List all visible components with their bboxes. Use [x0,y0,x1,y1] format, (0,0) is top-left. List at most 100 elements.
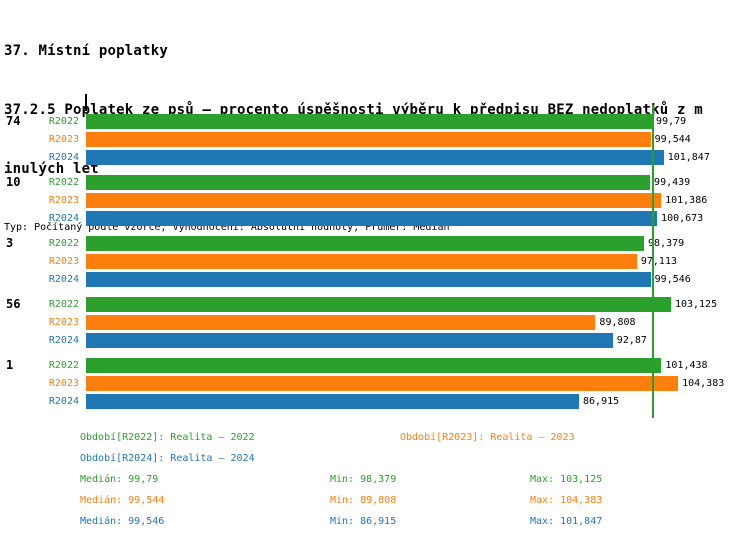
bar-group: 1 R2022 101,438 R2023 104,383 R2024 86,915 [0,356,744,410]
bar-row: R2023 104,383 [0,374,744,392]
bar-value-label: 92,87 [616,334,647,346]
bar [86,149,664,165]
legend-row-2: Období[R2024]: Realita – 2024 [80,450,744,471]
report-meta: Typ: Počítaný podle vzorce, Vyhodnocení:… [4,222,450,233]
series-label: R2024 [48,334,79,346]
bar [86,210,658,226]
series-label: R2024 [48,273,79,285]
bar-group: 10 R2022 99,439 R2023 101,386 R2024 100,673 [0,173,744,227]
legend-row-1: Období[R2022]: Realita – 2022 Období[R20… [80,429,744,450]
series-label: R2024 [48,212,79,224]
stat-min-r2023: Min: 89,808 [330,495,397,506]
bar-track: 89,808 [86,313,744,331]
group-label: 3 [6,236,14,250]
bar-group: 74 R2022 99,79 R2023 99,544 R2024 101,847 [0,112,744,166]
series-label: R2022 [48,115,79,127]
bar [86,357,662,373]
bar-track: 86,915 [86,392,744,410]
legend-r2022: Období[R2022]: Realita – 2022 [80,432,255,443]
report-title-line3: inulých let [4,161,99,177]
series-label: R2023 [48,377,79,389]
bar [86,296,671,312]
bar [86,235,645,251]
bar-value-label: 98,379 [648,237,685,249]
bar-value-label: 101,847 [667,151,710,163]
bar-row: R2023 101,386 [0,191,744,209]
bar [86,253,637,269]
series-label: R2023 [48,255,79,267]
group-label: 56 [6,297,21,311]
series-label: R2023 [48,316,79,328]
bar-row: 74 R2022 99,79 [0,112,744,130]
group-label: 10 [6,175,21,189]
bar-value-label: 89,808 [599,316,636,328]
bar-row: R2023 89,808 [0,313,744,331]
bar-track: 92,87 [86,331,744,349]
bar [86,393,580,409]
bar [86,113,653,129]
stat-median-r2023: Medián: 99,544 [80,495,165,506]
stat-max-r2024: Max: 101,847 [530,516,603,527]
series-label: R2022 [48,359,79,371]
bar-row: 56 R2022 103,125 [0,295,744,313]
bar-group: 56 R2022 103,125 R2023 89,808 R2024 92,87 [0,295,744,349]
bar-chart: 74 R2022 99,79 R2023 99,544 R2024 101,847 10 R20… [0,105,744,418]
bar-row: R2023 97,113 [0,252,744,270]
bar-row: R2024 100,673 [0,209,744,227]
chart-groups: 74 R2022 99,79 R2023 99,544 R2024 101,847 10 R20… [0,112,744,410]
stat-median-r2022: Medián: 99,79 [80,474,159,485]
bar-track: 97,113 [86,252,744,270]
bar-row: R2024 86,915 [0,392,744,410]
stat-max-r2022: Max: 103,125 [530,474,603,485]
bar-track: 101,847 [86,148,744,166]
bar-row: R2024 92,87 [0,331,744,349]
bar-value-label: 103,125 [674,298,718,310]
bar-row: R2024 101,847 [0,148,744,166]
bar [86,332,613,348]
series-label: R2022 [48,176,79,188]
bar-track: 99,79 [86,112,744,130]
legend-r2023: Období[R2023]: Realita – 2023 [400,432,575,443]
stat-max-r2023: Max: 104,383 [530,495,603,506]
bar [86,174,651,190]
bar [86,375,679,391]
legend-r2024: Období[R2024]: Realita – 2024 [80,453,255,464]
stat-min-r2022: Min: 98,379 [330,474,397,485]
bar-row: R2023 99,544 [0,130,744,148]
bar [86,131,651,147]
bar-value-label: 99,439 [654,176,691,188]
bar-track: 100,673 [86,209,744,227]
bar-track: 99,544 [86,130,744,148]
series-label: R2023 [48,194,79,206]
bar-value-label: 99,546 [654,273,691,285]
bar-value-label: 86,915 [583,395,620,407]
report-title-line1: 37. Místní poplatky [4,43,168,59]
bar-group: 3 R2022 98,379 R2023 97,113 R2024 99,546 [0,234,744,288]
bar [86,314,596,330]
bar-track: 101,386 [86,191,744,209]
stats-row-r2023: Medián: 99,544 Min: 89,808 Max: 104,383 [80,492,744,513]
bar-value-label: 99,79 [656,115,687,127]
bar-track: 99,546 [86,270,744,288]
bar-value-label: 101,438 [665,359,708,371]
series-label: R2022 [48,237,79,249]
series-label: R2023 [48,133,79,145]
bar-value-label: 100,673 [661,212,704,224]
group-label: 74 [6,114,21,128]
bar-row: 10 R2022 99,439 [0,173,744,191]
stats-row-r2024: Medián: 99,546 Min: 86,915 Max: 101,847 [80,513,744,534]
stat-min-r2024: Min: 86,915 [330,516,397,527]
bar [86,192,662,208]
axis-origin-tick [85,94,87,111]
bar-row: 3 R2022 98,379 [0,234,744,252]
bar [86,271,651,287]
bar-row: 1 R2022 101,438 [0,356,744,374]
bar-row: R2024 99,546 [0,270,744,288]
group-label: 1 [6,358,14,372]
bar-track: 101,438 [86,356,744,374]
series-label: R2022 [48,298,79,310]
bar-value-label: 99,544 [654,133,691,145]
bar-value-label: 97,113 [640,255,677,267]
bar-track: 103,125 [86,295,744,313]
